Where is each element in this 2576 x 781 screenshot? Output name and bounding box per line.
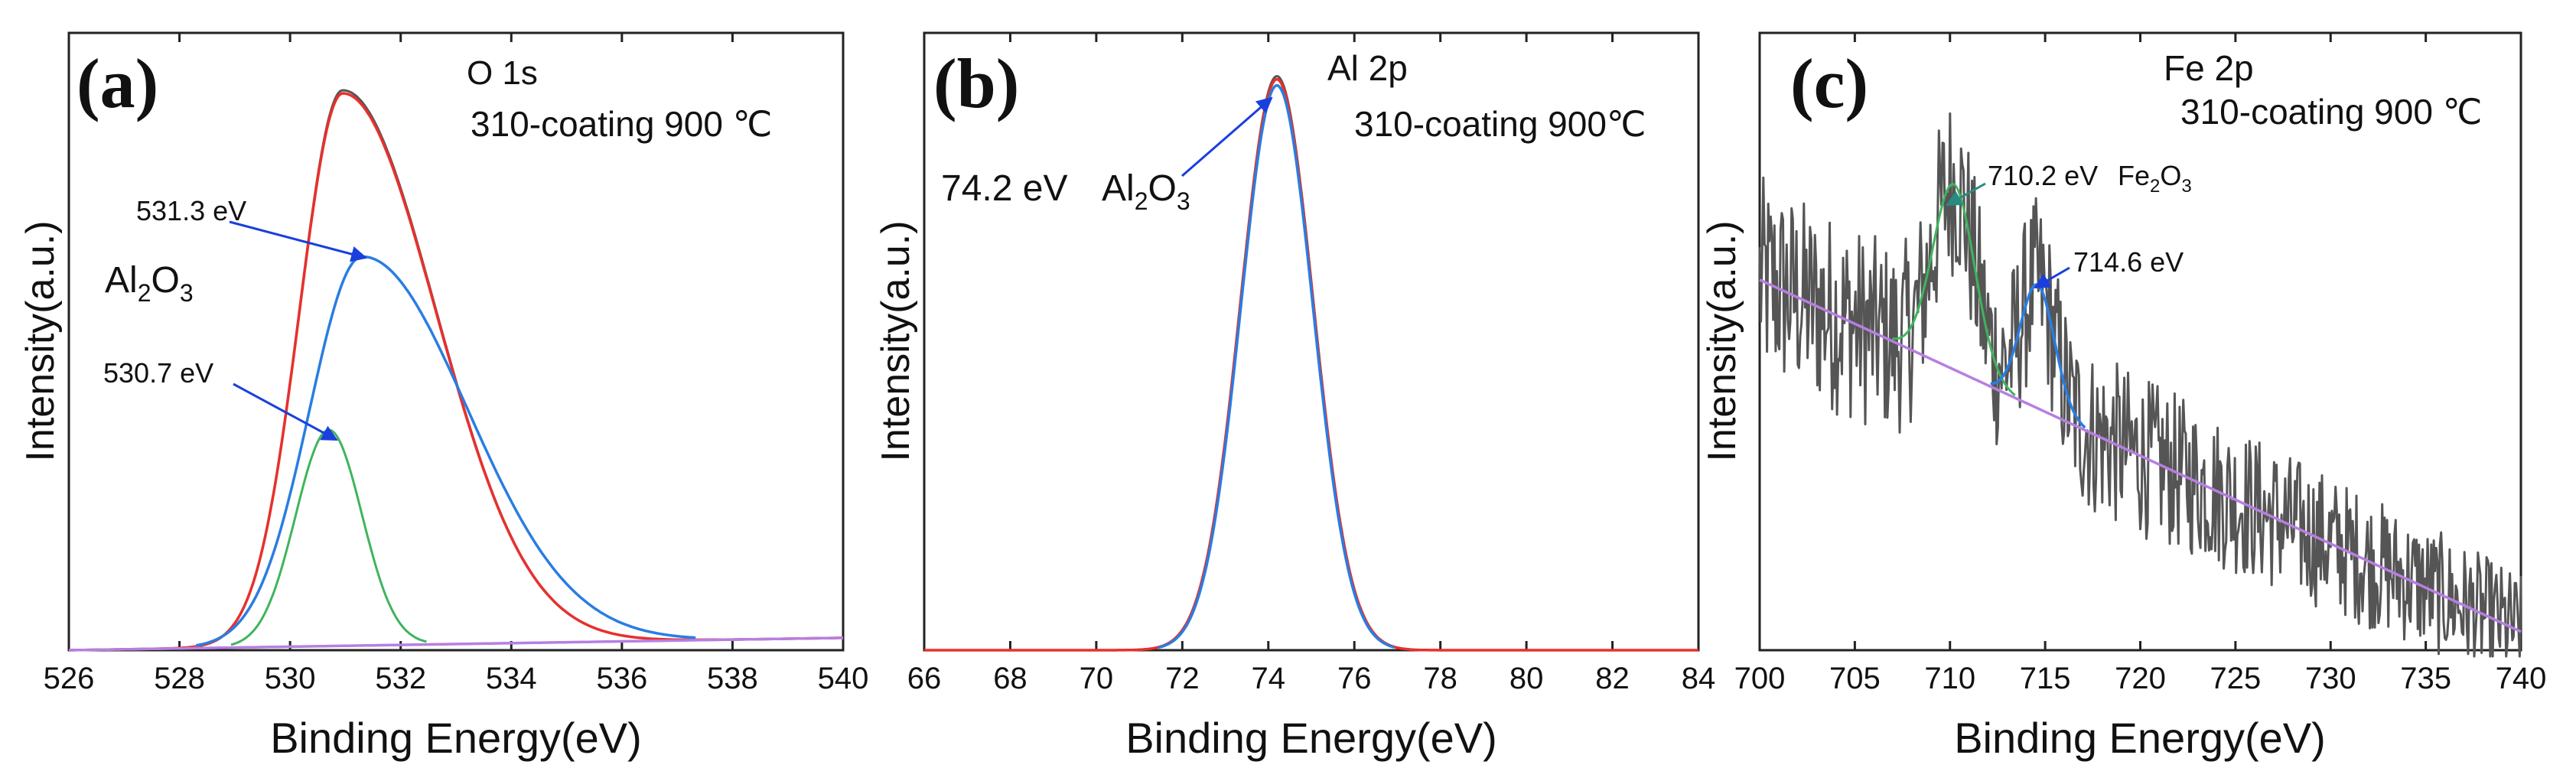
spectrum-title: Al 2p xyxy=(1327,48,1408,88)
annotation-label: 531.3 eV xyxy=(136,195,246,226)
annotation-arrow xyxy=(229,220,368,262)
y-axis-label: Intensity(a.u.) xyxy=(18,220,63,461)
annotation-arrow xyxy=(233,382,338,441)
species-base: Al xyxy=(1102,168,1135,209)
series-raw xyxy=(1758,112,2522,658)
x-tick-label: 730 xyxy=(2305,662,2356,695)
series-background xyxy=(69,636,843,652)
x-tick-label: 70 xyxy=(1080,662,1114,695)
series-envelope xyxy=(924,77,1698,652)
x-tick-label: 740 xyxy=(2496,662,2547,695)
x-tick-label: 72 xyxy=(1165,662,1200,695)
x-ticks: 526 528 530 532 534 536 538 540 xyxy=(44,33,869,695)
species-sub1: 2 xyxy=(2150,176,2160,197)
sample-label: 310-coating 900℃ xyxy=(1354,104,1646,144)
spectrum-title: Fe 2p xyxy=(2164,48,2254,88)
y-axis-label: Intensity(a.u.) xyxy=(1700,220,1744,461)
x-tick-label: 68 xyxy=(993,662,1027,695)
panel-a: 526 528 530 532 534 536 538 540 (a) O 1s 310-co… xyxy=(18,31,869,762)
curves xyxy=(924,75,1698,652)
curves xyxy=(1758,112,2522,658)
annotation-label: 74.2 eV xyxy=(941,168,1067,209)
panel-label: (c) xyxy=(1790,44,1868,122)
species-label: Fe2O3 xyxy=(2118,160,2192,197)
species-mid: O xyxy=(151,260,179,301)
annotation-arrow xyxy=(1946,182,1986,207)
x-tick-label: 528 xyxy=(154,662,205,695)
annotation-arrow xyxy=(2034,266,2070,289)
species-mid: O xyxy=(2160,160,2181,191)
annotation-label: 714.6 eV xyxy=(2073,246,2184,278)
x-tick-label: 80 xyxy=(1509,662,1544,695)
x-tick-label: 82 xyxy=(1595,662,1630,695)
x-tick-label: 66 xyxy=(907,662,942,695)
series-raw xyxy=(924,75,1698,652)
x-tick-label: 720 xyxy=(2115,662,2166,695)
panel-c: 700 705 710 715 720 725 730 735 740 (c) Fe 2p 31… xyxy=(1700,31,2547,762)
sample-label: 310-coating 900 ℃ xyxy=(471,104,772,144)
panel-label: (b) xyxy=(933,44,1019,122)
series-peak-blue xyxy=(195,255,696,647)
species-base: Al xyxy=(105,260,138,301)
x-tick-label: 526 xyxy=(44,662,95,695)
species-mid: O xyxy=(1148,168,1176,209)
x-tick-label: 538 xyxy=(707,662,758,695)
species-sub2: 3 xyxy=(180,279,194,307)
x-tick-label: 84 xyxy=(1682,662,1716,695)
x-tick-label: 536 xyxy=(596,662,647,695)
series-background xyxy=(1759,278,2522,633)
x-tick-label: 735 xyxy=(2400,662,2451,695)
species-label: Al2O3 xyxy=(1102,168,1190,215)
panel-b: 66 68 70 72 74 76 78 80 82 84 (b) Al 2p 310-coati… xyxy=(874,31,1716,762)
panel-label: (a) xyxy=(77,44,158,122)
species-sub1: 2 xyxy=(138,279,151,307)
title-line-glyph: O 1s xyxy=(467,54,538,92)
series-peak-green xyxy=(1892,183,2016,396)
spectrum-title: O 1s xyxy=(467,54,538,92)
x-tick-label: 725 xyxy=(2210,662,2262,695)
series-peak-blue xyxy=(1158,83,1395,649)
annotation-label: 710.2 eV xyxy=(1988,160,2098,191)
x-tick-label: 710 xyxy=(1924,662,1975,695)
x-tick-label: 700 xyxy=(1734,662,1786,695)
series-peak-green xyxy=(230,428,427,646)
x-axis-label: Binding Energy(eV) xyxy=(270,714,642,762)
species-sub2: 3 xyxy=(2181,176,2191,197)
plot-frame xyxy=(923,31,1700,652)
sample-label: 310-coating 900 ℃ xyxy=(2180,92,2482,132)
y-axis-label: Intensity(a.u.) xyxy=(874,220,918,461)
species-sub2: 3 xyxy=(1177,187,1190,215)
annotation-arrow xyxy=(1181,96,1273,177)
annotation-label: 530.7 eV xyxy=(103,357,213,389)
species-label: Al2O3 xyxy=(105,260,194,307)
x-tick-label: 74 xyxy=(1252,662,1286,695)
x-axis-label: Binding Energy(eV) xyxy=(1954,714,2326,762)
x-ticks: 66 68 70 72 74 76 78 80 82 84 xyxy=(907,33,1716,695)
x-tick-label: 78 xyxy=(1423,662,1457,695)
species-base: Fe xyxy=(2118,160,2150,191)
x-tick-label: 76 xyxy=(1337,662,1372,695)
x-ticks: 700 705 710 715 720 725 730 735 740 xyxy=(1734,33,2547,695)
x-tick-label: 530 xyxy=(265,662,316,695)
x-tick-label: 715 xyxy=(2020,662,2071,695)
x-tick-label: 534 xyxy=(486,662,537,695)
x-tick-label: 540 xyxy=(818,662,869,695)
species-sub1: 2 xyxy=(1135,187,1148,215)
x-axis-label: Binding Energy(eV) xyxy=(1125,714,1497,762)
x-tick-label: 705 xyxy=(1829,662,1881,695)
plot-frame xyxy=(67,31,845,652)
x-tick-label: 532 xyxy=(375,662,426,695)
